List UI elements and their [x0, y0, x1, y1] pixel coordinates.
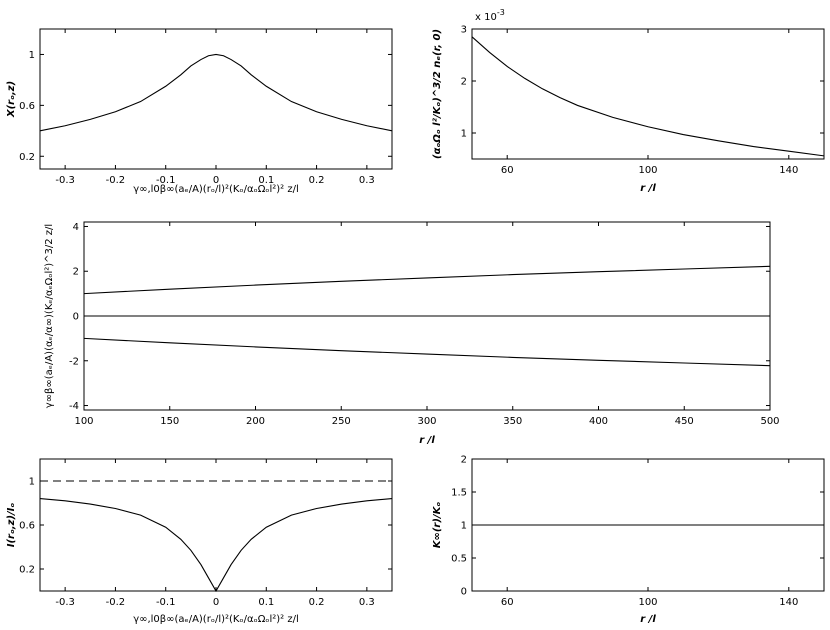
series-line: [39, 498, 393, 593]
x-tick-label: 100: [638, 597, 657, 608]
x-tick-label: 100: [638, 165, 657, 176]
series-line: [39, 53, 393, 132]
tick-group: -0.3 -0.2 -0.1 0 0.1 0.2 0.3 0.2 0.6 1: [19, 459, 392, 608]
y-tick-label: 1: [29, 477, 35, 488]
series-group: [471, 36, 825, 157]
y-tick-label: 0.5: [451, 554, 467, 565]
x-tick-label: 150: [160, 416, 179, 427]
x-axis-label: r /l: [640, 614, 656, 625]
panel-k-ratio: 60 100 140 0 0.5 1 1.5 2 r /l K∞(r)/Kₒ: [432, 455, 825, 625]
y-tick-label: 2: [73, 267, 79, 278]
x-tick-label: -0.3: [55, 597, 75, 608]
y-tick-label: 1: [461, 521, 467, 532]
x-axis-label: γ∞,l0β∞(aₑ/A)(rₒ/l)²(Kₒ/αₒΩₒl²)² z/l: [133, 184, 299, 195]
x-tick-label: 0: [213, 597, 219, 608]
x-tick-label: 0.2: [309, 597, 325, 608]
y-axis-label: (αₒΩₒ l²/Kₒ)^3/2 nₑ(r, 0): [432, 29, 443, 159]
x-tick-label: 450: [675, 416, 694, 427]
y-tick-label: 0.6: [19, 101, 35, 112]
x-axis-label: r /l: [419, 435, 435, 446]
panel-frame: [39, 28, 393, 170]
x-tick-label: -0.1: [156, 175, 176, 186]
x-tick-label: -0.2: [106, 597, 126, 608]
panel-x-profile: -0.3 -0.2 -0.1 0 0.1 0.2 0.3 0.2 0.6 1 γ∞,l0β∞(aₑ…: [6, 28, 393, 195]
y-axis-label: K∞(r)/Kₒ: [432, 502, 443, 549]
y-tick-label: 1.5: [451, 488, 467, 499]
x-tick-label: 140: [779, 165, 798, 176]
y-tick-label: -4: [69, 401, 79, 412]
tick-group: 60 100 140 1 2 3: [461, 25, 824, 176]
x-tick-label: 250: [332, 416, 351, 427]
x-tick-label: 60: [501, 597, 514, 608]
y-axis-label: X(rₒ,z): [6, 81, 17, 118]
x-tick-label: 0.2: [309, 175, 325, 186]
series-group: [83, 265, 771, 367]
x-tick-label: 400: [589, 416, 608, 427]
x-tick-label: -0.3: [55, 175, 75, 186]
y-tick-label: 0: [73, 312, 79, 323]
x-tick-label: 500: [760, 416, 779, 427]
x-tick-label: 0.3: [359, 175, 375, 186]
y-tick-label: 0.2: [19, 152, 35, 163]
x-tick-label: 0.3: [359, 597, 375, 608]
panel-frame: [471, 28, 825, 160]
y-tick-label: 0.2: [19, 565, 35, 576]
tick-group: 100 150 200 250 300 350 400 450 500 -4 -2 0 2 4: [69, 222, 780, 427]
axis-offset-label: x 10-3: [475, 8, 505, 23]
panel-intensity: -0.3 -0.2 -0.1 0 0.1 0.2 0.3 0.2 0.6 1 γ∞,l0β∞(aₑ…: [6, 458, 393, 625]
x-tick-label: 200: [246, 416, 265, 427]
y-tick-label: 2: [461, 455, 467, 466]
series-line: [471, 36, 825, 157]
x-tick-label: 300: [417, 416, 436, 427]
panel-frame: [39, 458, 393, 592]
x-tick-label: 0: [213, 175, 219, 186]
y-tick-label: 0.6: [19, 521, 35, 532]
y-tick-label: 1: [29, 50, 35, 61]
series-line: [83, 337, 771, 367]
y-axis-label: I(rₒ,z)/Iₒ: [6, 503, 17, 548]
panel-density: 60 100 140 1 2 3 x 10-3 r /l (αₒΩₒ l²/Kₒ)^3/2…: [432, 8, 825, 194]
x-tick-label: 0.1: [258, 597, 274, 608]
tick-group: -0.3 -0.2 -0.1 0 0.1 0.2 0.3 0.2 0.6 1: [19, 29, 392, 186]
x-tick-label: 350: [503, 416, 522, 427]
offset-base: x 10: [475, 12, 497, 23]
y-tick-label: 1: [461, 129, 467, 140]
x-tick-label: -0.1: [156, 597, 176, 608]
x-axis-label: γ∞,l0β∞(aₑ/A)(rₒ/l)²(Kₒ/αₒΩₒl²)² z/l: [133, 614, 299, 625]
series-line: [83, 265, 771, 295]
y-tick-label: 3: [461, 25, 467, 36]
x-tick-label: 60: [501, 165, 514, 176]
series-group: [39, 480, 393, 593]
x-tick-label: 140: [779, 597, 798, 608]
y-tick-label: 4: [73, 222, 79, 233]
offset-exponent: -3: [497, 8, 505, 17]
series-group: [39, 53, 393, 132]
x-tick-label: 0.1: [258, 175, 274, 186]
y-axis-label: γ∞β∞(aₑ/A)(αₑ/α∞)(Kₑ/αₑΩₒl²)^3/2 z/l: [44, 224, 55, 408]
tick-group: 60 100 140 0 0.5 1 1.5 2: [451, 455, 824, 608]
x-axis-label: r /l: [640, 183, 656, 194]
y-tick-label: -2: [69, 356, 79, 367]
x-tick-label: 100: [74, 416, 93, 427]
y-tick-label: 2: [461, 77, 467, 88]
x-tick-label: -0.2: [106, 175, 126, 186]
y-tick-label: 0: [461, 587, 467, 598]
